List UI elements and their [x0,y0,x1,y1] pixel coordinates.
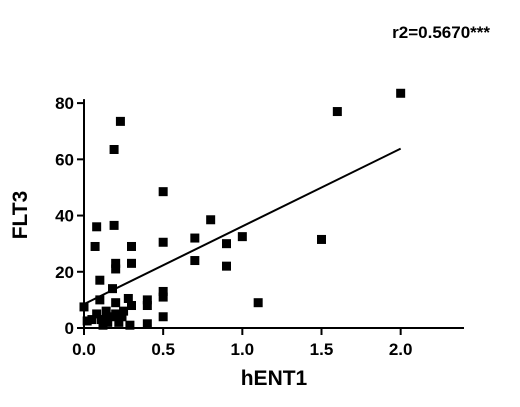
data-point [117,312,127,322]
data-point [114,317,124,327]
data-point [253,298,263,308]
data-point [332,107,342,117]
regression-line [83,147,402,306]
data-point [98,320,108,330]
y-axis-title: FLT3 [9,191,32,240]
data-point [101,306,111,316]
data-point [111,264,121,274]
data-point [123,293,133,303]
data-point [92,222,102,232]
data-point [115,116,125,126]
data-point [158,292,168,302]
y-tick-label: 20 [55,263,74,282]
data-point [111,298,121,308]
x-tick-label: 2.0 [389,340,413,359]
data-point [125,320,135,330]
data-point [119,306,129,316]
data-point [190,233,200,243]
data-point [158,286,168,296]
data-point [190,256,200,266]
y-tick-label: 80 [55,94,74,113]
y-ticks: 0 20 40 60 80 [55,94,84,338]
axes [83,99,464,329]
data-point [111,309,121,319]
data-point [103,317,113,327]
y-tick-label: 40 [55,207,74,226]
x-tick-label: 1.0 [231,340,255,359]
y-tick-label: 60 [55,150,74,169]
r-squared-annotation: r2=0.5670*** [392,23,490,42]
data-point [108,284,117,294]
data-point [142,295,152,305]
regression-layer [83,147,402,306]
x-tick-label: 0.0 [72,340,96,359]
data-point [92,309,102,319]
x-axis-title: hENT1 [241,367,308,390]
data-point [206,215,216,225]
points-layer [79,88,406,330]
data-point [82,316,92,326]
data-point [127,258,136,268]
x-tick-label: 1.5 [310,340,334,359]
data-point [317,234,326,244]
data-point [158,187,168,197]
data-point [109,144,119,154]
data-point [158,237,168,247]
x-ticks: 0.0 0.5 1.0 1.5 2.0 [72,328,412,359]
data-point [90,241,100,251]
data-point [95,295,105,305]
data-point [142,319,152,329]
data-point [127,241,136,251]
data-point [237,232,247,242]
x-tick-label: 0.5 [151,340,175,359]
data-point [87,315,97,325]
data-point [106,312,116,322]
data-point [222,261,231,271]
data-point [396,88,406,98]
data-point [142,301,152,311]
data-point [109,220,119,230]
data-point [127,301,136,311]
data-point [95,275,105,285]
data-point [158,312,168,322]
data-point [111,258,121,268]
y-tick-label: 0 [65,319,74,338]
data-point [222,239,231,249]
